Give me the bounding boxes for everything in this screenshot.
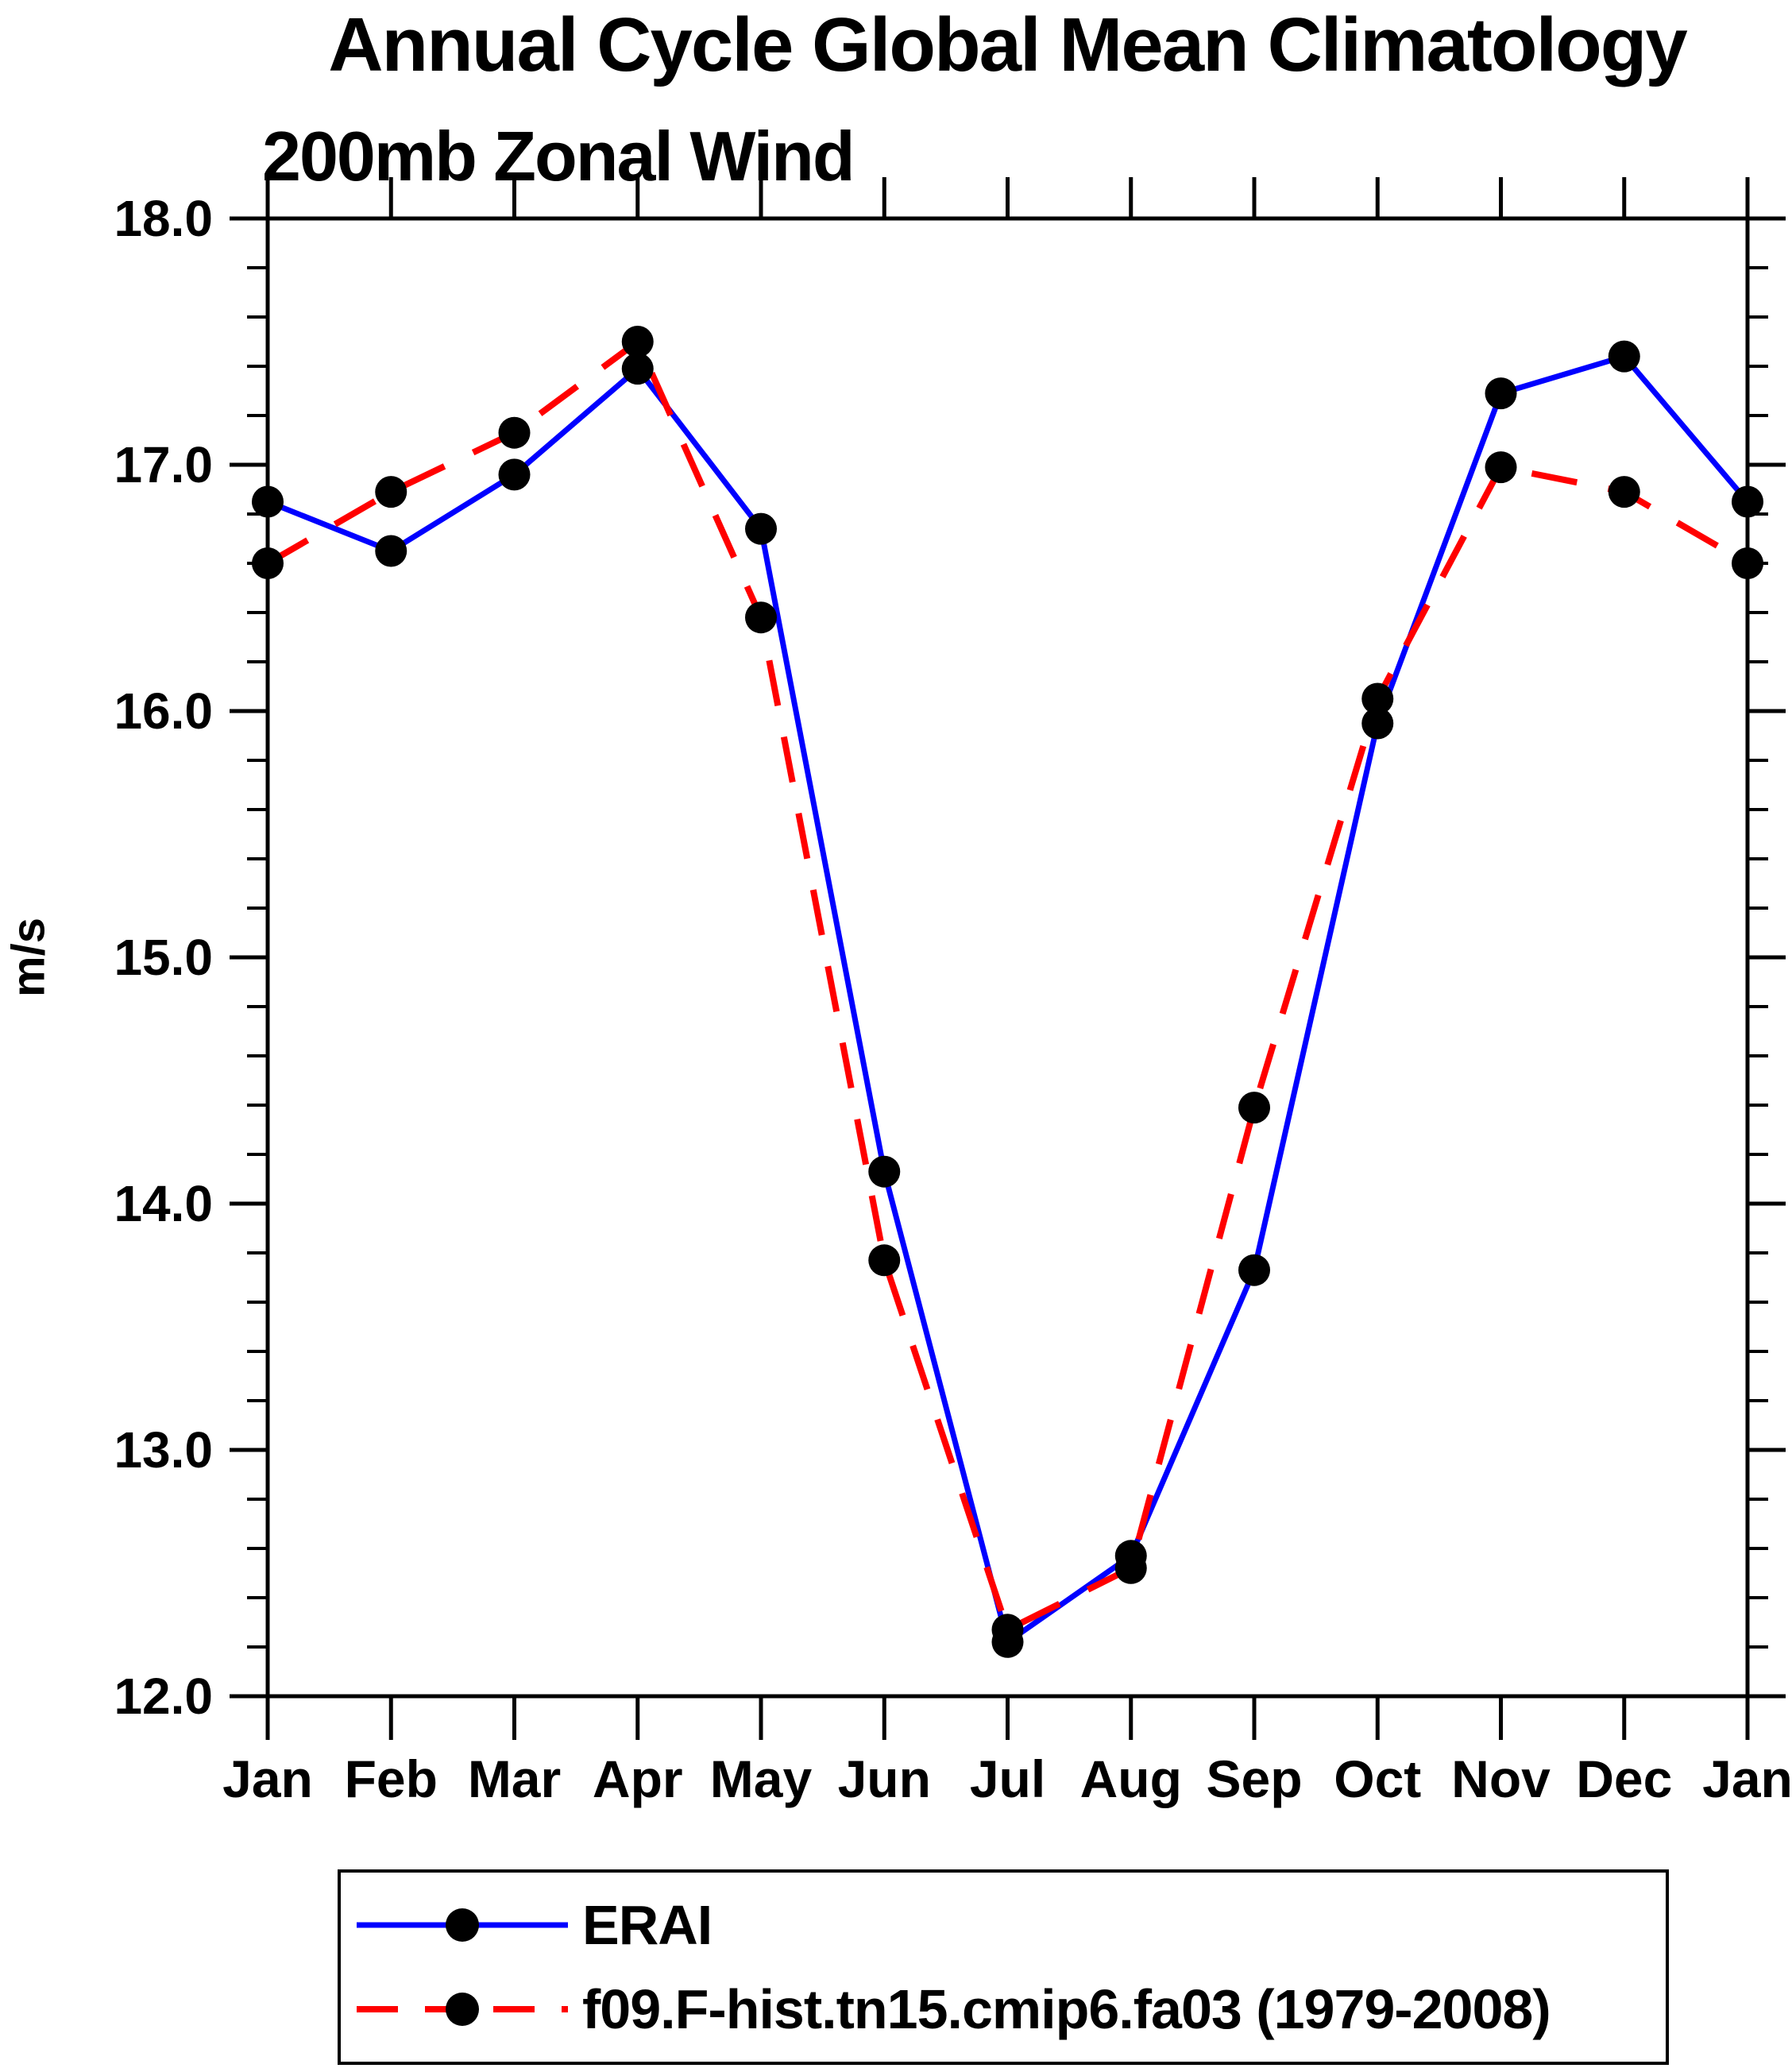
x-axis-tick-label: Jan bbox=[222, 1749, 313, 1808]
legend-box: ERAI f09.F-hist.tn15.cmip6.fa03 (1979-20… bbox=[338, 1869, 1669, 2065]
x-axis-tick-label: Sep bbox=[1206, 1749, 1302, 1808]
legend-label-erai: ERAI bbox=[582, 1894, 713, 1956]
data-point-model bbox=[252, 547, 284, 579]
data-point-erai bbox=[1361, 707, 1394, 740]
x-axis-tick-label: Jul bbox=[970, 1749, 1045, 1808]
y-axis-tick-label: 17.0 bbox=[114, 436, 213, 493]
x-axis-tick-label: May bbox=[710, 1749, 813, 1808]
data-point-model bbox=[1485, 451, 1517, 484]
data-point-model bbox=[1608, 476, 1640, 508]
data-point-model bbox=[498, 416, 531, 449]
data-point-model bbox=[621, 326, 654, 358]
legend-label-model: f09.F-hist.tn15.cmip6.fa03 (1979-2008) bbox=[582, 1978, 1551, 2040]
y-axis-tick-label: 13.0 bbox=[114, 1421, 213, 1479]
data-point-model bbox=[1114, 1552, 1147, 1584]
erai-line-swatch bbox=[357, 1908, 568, 1942]
data-point-erai bbox=[1238, 1254, 1270, 1286]
series-line-model bbox=[265, 336, 1750, 1634]
data-point-model bbox=[868, 1244, 901, 1277]
data-point-erai bbox=[1485, 377, 1517, 410]
data-point-model bbox=[1361, 682, 1394, 715]
series-line-erai bbox=[266, 353, 1750, 1647]
data-point-model bbox=[745, 601, 777, 634]
data-point-erai bbox=[621, 353, 654, 385]
data-point-erai bbox=[1608, 340, 1640, 373]
x-axis-tick-label: Feb bbox=[345, 1749, 438, 1808]
data-point-erai bbox=[498, 458, 531, 491]
x-axis-tick-label: Apr bbox=[593, 1749, 683, 1808]
data-point-erai bbox=[745, 512, 777, 545]
y-axis-tick-label: 18.0 bbox=[114, 190, 213, 247]
x-axis-tick-label: Aug bbox=[1080, 1749, 1182, 1808]
x-axis-tick-label: Oct bbox=[1334, 1749, 1421, 1808]
data-point-model bbox=[375, 476, 407, 508]
chart-title: Annual Cycle Global Mean Climatology bbox=[328, 2, 1688, 87]
y-axis-tick-label: 14.0 bbox=[114, 1175, 213, 1232]
data-point-model bbox=[1732, 547, 1763, 579]
data-point-erai bbox=[375, 535, 407, 567]
legend-item-model: f09.F-hist.tn15.cmip6.fa03 (1979-2008) bbox=[355, 1977, 1666, 2041]
y-axis-tick-label: 12.0 bbox=[114, 1668, 213, 1725]
data-point-erai bbox=[868, 1155, 901, 1188]
x-axis-tick-label: Nov bbox=[1451, 1749, 1551, 1808]
model-line-swatch bbox=[357, 1993, 568, 2026]
y-axis-tick-label: 16.0 bbox=[114, 682, 213, 740]
x-axis-tick-label: Jan bbox=[1702, 1749, 1792, 1808]
data-point-erai bbox=[1732, 485, 1763, 518]
x-axis-tick-label: Jun bbox=[838, 1749, 931, 1808]
data-point-model bbox=[991, 1614, 1024, 1646]
chart-subtitle: 200mb Zonal Wind bbox=[262, 117, 855, 195]
plot-border bbox=[265, 216, 1750, 1699]
data-point-model bbox=[1238, 1092, 1270, 1124]
x-axis-tick-label: Mar bbox=[468, 1749, 561, 1808]
legend-item-erai: ERAI bbox=[355, 1893, 1666, 1957]
data-point-erai bbox=[252, 485, 284, 518]
x-axis-tick-label: Dec bbox=[1576, 1749, 1672, 1808]
y-axis-tick-label: 15.0 bbox=[114, 929, 213, 986]
